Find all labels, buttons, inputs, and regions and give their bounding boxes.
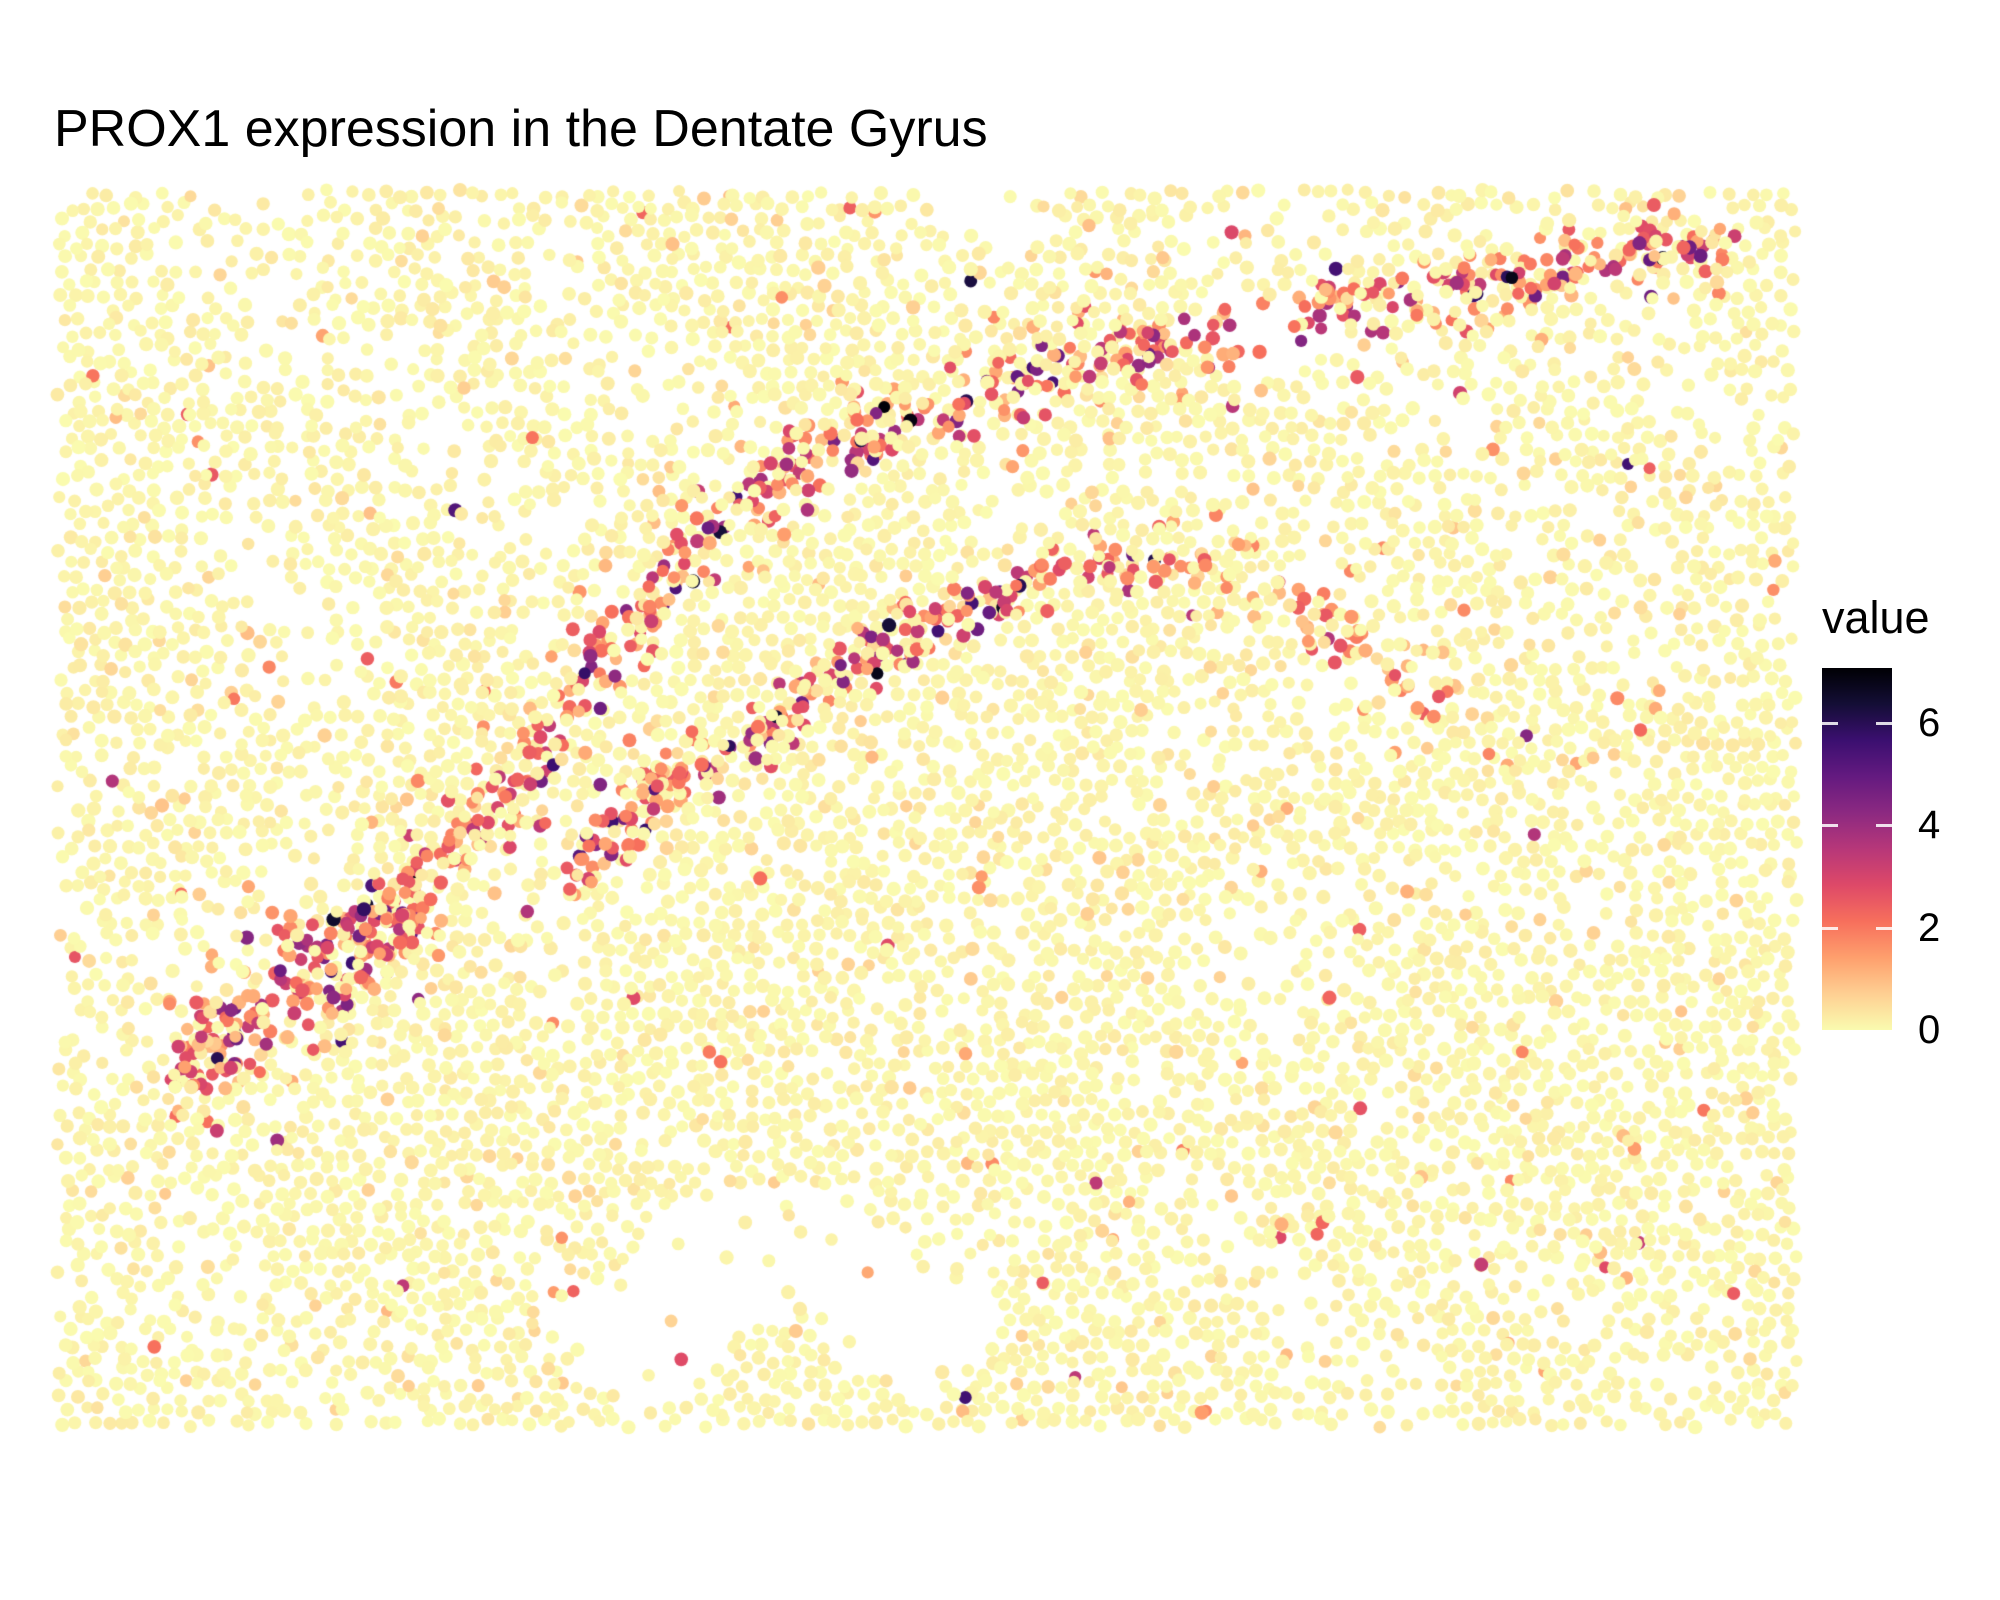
chart-title: PROX1 expression in the Dentate Gyrus bbox=[54, 100, 988, 158]
